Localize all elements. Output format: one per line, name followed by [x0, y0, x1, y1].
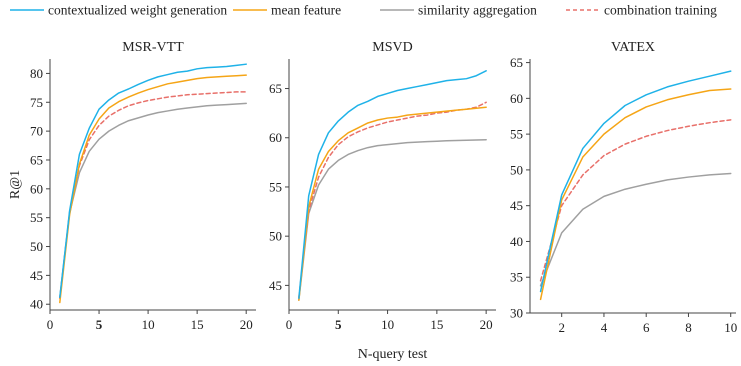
x-tick-label: 2 [558, 320, 565, 335]
series-line-similarity-aggregation [59, 102, 247, 299]
y-tick-label: 60 [30, 181, 43, 196]
panel-title: MSVD [372, 40, 412, 55]
x-tick-label: 10 [142, 317, 155, 332]
series-line-combination-training [539, 119, 732, 282]
chart-panel-vatex: VATEX 30 35 40 45 50 55 60 65 2 4 6 8 10 [510, 40, 737, 335]
legend-item: similarity aggregation [380, 3, 537, 18]
y-tick-label: 45 [269, 278, 282, 293]
x-tick-label: 8 [685, 320, 692, 335]
panel-title: VATEX [611, 40, 655, 55]
legend-label: similarity aggregation [418, 3, 537, 18]
y-tick-label: 75 [30, 95, 43, 110]
x-tick-label: 10 [724, 320, 737, 335]
series-line-mean-feature [539, 88, 732, 301]
y-tick-label: 45 [510, 198, 523, 213]
series-line-similarity-aggregation [539, 172, 732, 287]
y-tick-label: 60 [269, 130, 282, 145]
legend-label: combination training [604, 3, 717, 18]
y-tick-label: 40 [30, 297, 43, 312]
x-tick-label: 15 [430, 317, 443, 332]
y-tick-label: 40 [510, 234, 523, 249]
x-tick-label: 6 [643, 320, 650, 335]
chart-panel-msr-vtt: MSR-VTT 40 45 50 55 60 65 70 75 80 0 5 10 15 20 R@1 [8, 40, 256, 332]
x-tick-label: 5 [335, 317, 342, 332]
series-line-contextualized-weight-generation [59, 63, 247, 299]
x-tick-label: 20 [480, 317, 493, 332]
series-line-contextualized-weight-generation [539, 70, 732, 293]
legend-label: contextualized weight generation [48, 3, 227, 18]
series-line-similarity-aggregation [298, 138, 487, 301]
y-tick-label: 65 [269, 81, 282, 96]
legend-item: contextualized weight generation [10, 3, 227, 18]
legend-item: mean feature [233, 3, 341, 18]
legend-label: mean feature [271, 3, 341, 18]
y-tick-label: 30 [510, 306, 523, 321]
y-tick-label: 60 [510, 91, 523, 106]
x-tick-label: 10 [381, 317, 394, 332]
series-line-mean-feature [298, 106, 487, 301]
y-tick-label: 55 [30, 210, 43, 225]
legend: contextualized weight generation mean fea… [10, 3, 717, 18]
y-axis-label: R@1 [8, 170, 23, 199]
y-tick-label: 50 [269, 229, 282, 244]
y-tick-label: 55 [510, 127, 523, 142]
x-axis-label: N-query test [358, 347, 428, 362]
legend-item: combination training [566, 3, 717, 18]
x-tick-label: 4 [601, 320, 608, 335]
panel-title: MSR-VTT [122, 40, 184, 55]
y-tick-label: 80 [30, 66, 43, 81]
x-tick-label: 0 [286, 317, 293, 332]
y-tick-label: 50 [30, 239, 43, 254]
x-tick-label: 0 [47, 317, 54, 332]
y-tick-label: 50 [510, 162, 523, 177]
x-tick-label: 20 [240, 317, 253, 332]
chart-panel-msvd: MSVD 45 50 55 60 65 0 5 10 15 20 N-query test [269, 40, 496, 362]
y-tick-label: 55 [269, 179, 282, 194]
x-tick-label: 5 [96, 317, 103, 332]
y-tick-label: 35 [510, 270, 523, 285]
series-line-contextualized-weight-generation [298, 70, 487, 299]
series-line-combination-training [298, 101, 487, 298]
series-line-mean-feature [59, 74, 247, 304]
series-line-combination-training [59, 91, 247, 300]
y-tick-label: 65 [30, 152, 43, 167]
y-tick-label: 45 [30, 268, 43, 283]
y-tick-label: 70 [30, 124, 43, 139]
y-tick-label: 65 [510, 55, 523, 70]
x-tick-label: 15 [191, 317, 204, 332]
